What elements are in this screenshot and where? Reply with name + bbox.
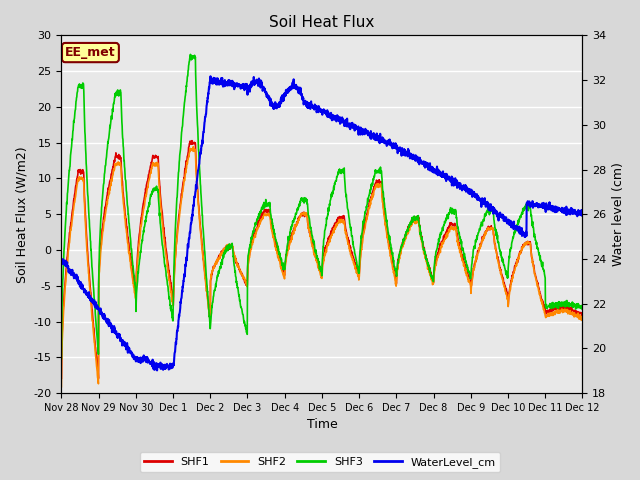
Line: SHF2: SHF2 <box>61 147 582 387</box>
Line: SHF1: SHF1 <box>61 141 582 379</box>
SHF1 <box>468 276 476 281</box>
SHF3 <box>311 249 319 254</box>
WaterLevel_cm <box>564 211 572 216</box>
WaterLevel_cm <box>468 194 476 200</box>
SHF3 <box>58 356 65 361</box>
SHF2 <box>311 251 319 257</box>
SHF2 <box>298 213 305 218</box>
SHF2 <box>84 263 92 269</box>
Title: Soil Heat Flux: Soil Heat Flux <box>269 15 374 30</box>
SHF3 <box>468 261 476 266</box>
SHF3 <box>579 306 586 312</box>
SHF1 <box>188 138 196 144</box>
Text: EE_met: EE_met <box>65 46 116 59</box>
SHF1 <box>564 305 572 311</box>
SHF3 <box>563 300 571 305</box>
WaterLevel_cm <box>84 294 92 300</box>
WaterLevel_cm <box>298 93 305 98</box>
SHF3 <box>298 195 305 201</box>
SHF2 <box>564 309 572 314</box>
SHF1 <box>95 376 102 382</box>
SHF2 <box>563 307 571 312</box>
WaterLevel_cm <box>58 258 65 264</box>
SHF2 <box>468 278 476 284</box>
WaterLevel_cm <box>579 208 586 214</box>
SHF1 <box>564 304 572 310</box>
SHF2 <box>58 384 65 390</box>
SHF3 <box>84 194 92 200</box>
WaterLevel_cm <box>312 103 319 108</box>
WaterLevel_cm <box>564 208 572 214</box>
Y-axis label: Soil Heat Flux (W/m2): Soil Heat Flux (W/m2) <box>15 146 28 283</box>
SHF3 <box>564 301 572 307</box>
SHF2 <box>579 315 586 321</box>
SHF3 <box>187 51 195 57</box>
Line: SHF3: SHF3 <box>61 54 582 359</box>
WaterLevel_cm <box>207 73 214 79</box>
Y-axis label: Water level (cm): Water level (cm) <box>612 162 625 266</box>
X-axis label: Time: Time <box>307 419 337 432</box>
SHF1 <box>298 213 305 218</box>
Legend: SHF1, SHF2, SHF3, WaterLevel_cm: SHF1, SHF2, SHF3, WaterLevel_cm <box>140 452 500 472</box>
WaterLevel_cm <box>153 368 161 373</box>
SHF1 <box>84 255 92 261</box>
Line: WaterLevel_cm: WaterLevel_cm <box>61 76 582 371</box>
SHF2 <box>189 144 197 150</box>
SHF1 <box>579 312 586 318</box>
SHF1 <box>58 375 65 381</box>
SHF1 <box>312 252 319 258</box>
